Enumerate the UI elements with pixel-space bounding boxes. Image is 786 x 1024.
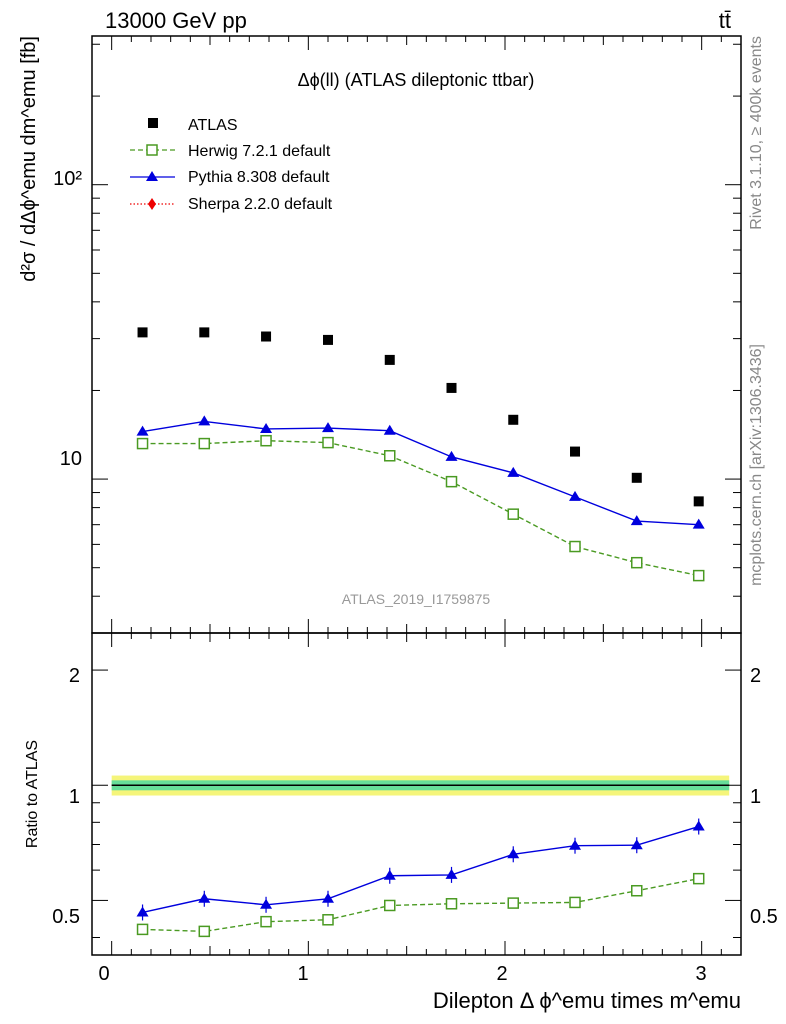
- herwig-ratio-line: [142, 877, 699, 933]
- herwig-main-line: [142, 440, 699, 577]
- main-title: Δϕ(ll) (ATLAS dileptonic ttbar): [298, 70, 535, 90]
- atlas-data-point: [384, 354, 395, 365]
- herwig-point: [631, 556, 643, 569]
- pythia-ratio-point: [569, 839, 582, 850]
- legend-atlas-marker: [148, 118, 158, 128]
- herwig-point: [260, 434, 272, 447]
- legend: ATLAS Herwig 7.2.1 default Pythia 8.308 …: [130, 117, 333, 213]
- legend-item-atlas: ATLAS: [148, 117, 238, 134]
- energy-label: 13000 GeV pp: [105, 8, 247, 33]
- legend-atlas-label: ATLAS: [188, 117, 238, 134]
- pythia-ratio-point: [383, 869, 396, 880]
- pythia-point: [692, 518, 705, 529]
- y-tick-label-10: 10: [60, 448, 82, 470]
- ratio-series-layer: [136, 818, 705, 938]
- herwig-ratio-point: [631, 884, 643, 897]
- pythia-ratio-point: [630, 839, 643, 850]
- legend-herwig-label: Herwig 7.2.1 default: [188, 143, 331, 160]
- x-tick-label-2: 2: [496, 963, 507, 985]
- x-axis-label: Dilepton Δ ϕ^emu times m^emu: [433, 988, 741, 1013]
- atlas-data-point: [323, 334, 333, 345]
- pythia-ratio-point: [198, 892, 211, 903]
- atlas-data-point: [446, 382, 457, 393]
- legend-pythia-marker: [146, 171, 158, 181]
- herwig-point: [322, 436, 334, 449]
- herwig-ratio-point: [384, 899, 396, 912]
- herwig-point: [198, 437, 211, 450]
- atlas-data-point: [693, 496, 704, 507]
- pythia-point: [507, 466, 520, 477]
- legend-item-pythia: Pythia 8.308 default: [130, 169, 330, 186]
- herwig-ratio-point: [692, 872, 705, 885]
- main-axis-ticks: [92, 36, 741, 634]
- atlas-data-point: [631, 472, 642, 483]
- herwig-ratio-point: [136, 923, 149, 936]
- pythia-point: [260, 422, 273, 433]
- herwig-point: [445, 475, 458, 488]
- herwig-ratio-point: [198, 925, 211, 938]
- herwig-ratio-point: [569, 896, 581, 909]
- pythia-point: [445, 450, 458, 461]
- pythia-ratio-point: [136, 906, 149, 917]
- main-series-layer: [136, 327, 705, 582]
- pythia-point: [630, 515, 643, 526]
- x-tick-label-1: 1: [297, 963, 308, 985]
- main-watermark: ATLAS_2019_I1759875: [342, 591, 491, 607]
- herwig-point: [384, 450, 396, 462]
- ratio-y-tick-1-right: 1: [750, 786, 761, 808]
- ratio-y-axis-label: Ratio to ATLAS: [24, 740, 41, 848]
- x-tick-label-0: 0: [98, 963, 109, 985]
- pythia-ratio-point: [445, 868, 458, 879]
- legend-pythia-label: Pythia 8.308 default: [188, 169, 330, 186]
- pythia-ratio-point: [507, 848, 520, 859]
- legend-sherpa-label: Sherpa 2.2.0 default: [188, 196, 333, 213]
- ratio-y-tick-2-right: 2: [750, 665, 761, 687]
- legend-sherpa-marker: [148, 198, 156, 210]
- pythia-point: [198, 415, 211, 426]
- pythia-ratio-point: [322, 892, 334, 903]
- atlas-data-point: [199, 327, 210, 338]
- rivet-label: Rivet 3.1.10, ≥ 400k events: [748, 36, 765, 230]
- pythia-point: [383, 424, 396, 435]
- process-label: tt̄: [719, 8, 731, 33]
- herwig-point: [507, 508, 520, 520]
- source-label: mcplots.cern.ch [arXiv:1306.3436]: [748, 344, 765, 586]
- pythia-point: [569, 490, 582, 501]
- y-tick-label-100: 10²: [53, 168, 82, 190]
- ratio-y-tick-0-5: 0.5: [52, 906, 80, 928]
- main-y-axis-label: d²σ / dΔϕ^emu dm^emu [fb]: [18, 36, 40, 282]
- pythia-ratio-line: [142, 825, 699, 914]
- pythia-ratio-point: [692, 820, 705, 831]
- ratio-y-tick-1: 1: [69, 786, 80, 808]
- herwig-ratio-point: [322, 914, 334, 926]
- atlas-data-point: [137, 327, 148, 338]
- x-tick-label-3: 3: [695, 963, 706, 985]
- ratio-axis-ticks: [92, 633, 741, 955]
- main-panel: Δϕ(ll) (ATLAS dileptonic ttbar) ATLAS_20…: [18, 35, 742, 634]
- legend-item-sherpa: Sherpa 2.2.0 default: [130, 196, 333, 213]
- herwig-ratio-point: [260, 915, 272, 928]
- ratio-y-tick-2: 2: [69, 665, 80, 687]
- herwig-ratio-point: [507, 897, 520, 909]
- legend-herwig-marker: [146, 144, 158, 156]
- ratio-plot-frame: [91, 632, 742, 956]
- pythia-ratio-point: [260, 898, 273, 909]
- pythia-point: [322, 422, 334, 433]
- atlas-data-point: [508, 414, 519, 425]
- pythia-point: [136, 425, 149, 436]
- legend-item-herwig: Herwig 7.2.1 default: [130, 143, 331, 160]
- pythia-main-line: [142, 420, 699, 526]
- herwig-ratio-point: [445, 898, 458, 910]
- ratio-y-tick-0-5-right: 0.5: [750, 906, 778, 928]
- atlas-data-point: [261, 331, 272, 342]
- atlas-data-point: [570, 446, 581, 457]
- herwig-point: [136, 437, 149, 450]
- ratio-panel: Ratio to ATLAS 0.5 1 2 0.5 1 2 0 1 2 3 D…: [24, 632, 778, 1013]
- herwig-point: [692, 569, 705, 582]
- herwig-point: [569, 540, 581, 553]
